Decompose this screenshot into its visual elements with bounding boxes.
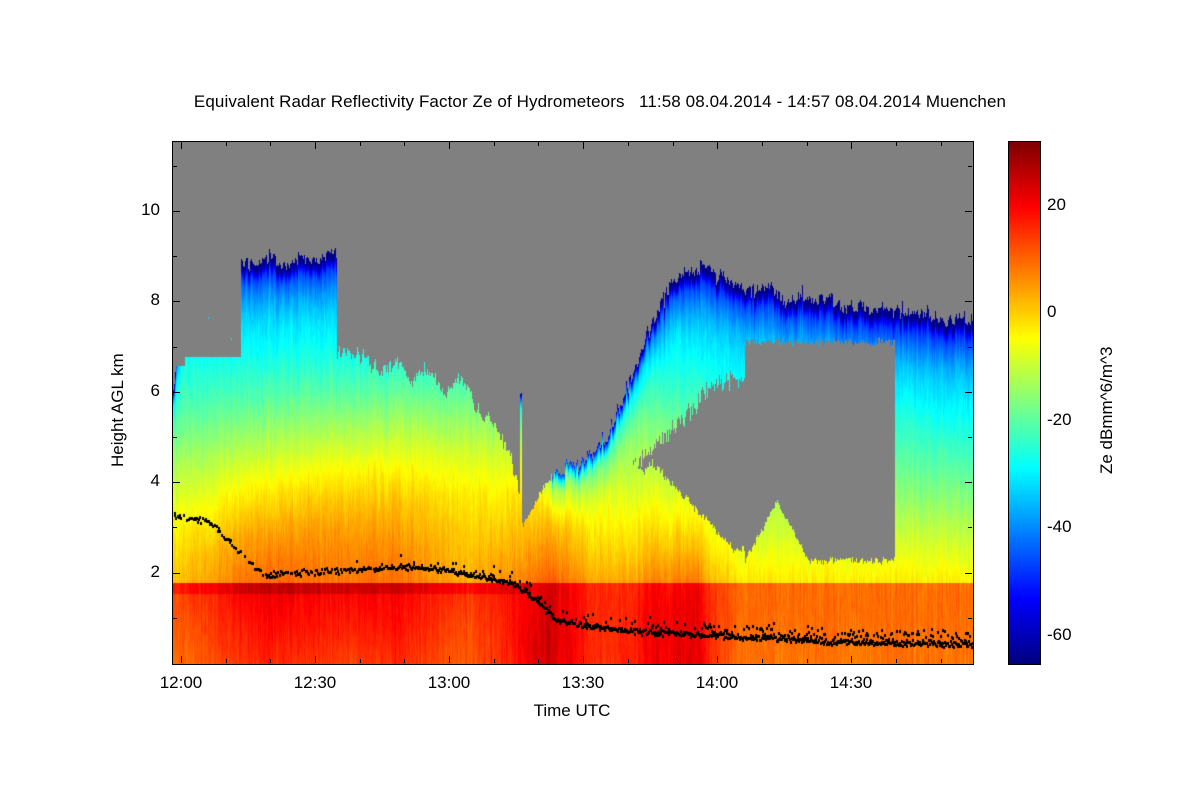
x-axis-minor-tick bbox=[360, 659, 361, 663]
colorbar-title: Ze dBmm^6/m^3 bbox=[1097, 346, 1116, 474]
x-axis-minor-tick bbox=[404, 659, 405, 663]
x-axis-minor-tick bbox=[673, 142, 674, 146]
x-axis-minor-tick bbox=[494, 659, 495, 663]
x-axis-minor-tick bbox=[673, 659, 674, 663]
x-axis-tick-label: 14:00 bbox=[695, 673, 739, 692]
y-axis-tick bbox=[173, 392, 180, 393]
x-axis-tick bbox=[449, 656, 450, 663]
y-axis-tick bbox=[173, 482, 180, 483]
x-axis-minor-tick bbox=[628, 659, 629, 663]
y-axis-tick bbox=[965, 211, 972, 212]
x-axis-tick bbox=[181, 142, 182, 149]
x-axis-tick bbox=[449, 142, 450, 149]
y-axis-minor-tick bbox=[173, 347, 177, 348]
y-axis-minor-tick bbox=[968, 166, 972, 167]
y-axis-minor-tick bbox=[968, 527, 972, 528]
x-axis-title: Time UTC bbox=[533, 701, 611, 720]
colorbar-tick-label: -20 bbox=[1047, 410, 1072, 429]
colorbar-tick-label: 20 bbox=[1047, 195, 1066, 214]
x-axis-minor-tick bbox=[896, 142, 897, 146]
x-axis-minor-tick bbox=[270, 142, 271, 146]
x-axis-minor-tick bbox=[762, 142, 763, 146]
x-axis-minor-tick bbox=[270, 659, 271, 663]
colorbar-gradient bbox=[1009, 142, 1040, 664]
y-axis-title: Height AGL km bbox=[108, 353, 127, 467]
x-axis-tick bbox=[851, 142, 852, 149]
y-axis-tick-label: 2 bbox=[150, 562, 160, 581]
x-axis-tick bbox=[583, 656, 584, 663]
x-axis-minor-tick bbox=[896, 659, 897, 663]
x-axis-tick-label: 13:30 bbox=[561, 673, 605, 692]
y-axis-minor-tick bbox=[173, 437, 177, 438]
y-axis-tick-label: 10 bbox=[141, 200, 160, 219]
x-axis-minor-tick bbox=[360, 142, 361, 146]
y-axis-tick bbox=[965, 392, 972, 393]
x-axis-tick-label: 13:00 bbox=[427, 673, 471, 692]
colorbar-tick-label: 0 bbox=[1047, 302, 1057, 321]
y-axis-tick bbox=[173, 301, 180, 302]
x-axis-minor-tick bbox=[941, 142, 942, 146]
x-axis-minor-tick bbox=[226, 659, 227, 663]
x-axis-tick bbox=[315, 142, 316, 149]
y-axis-tick-label: 6 bbox=[150, 381, 160, 400]
x-axis-tick-label: 12:30 bbox=[293, 673, 337, 692]
x-axis-tick bbox=[717, 142, 718, 149]
x-axis-minor-tick bbox=[494, 142, 495, 146]
x-axis-tick-label: 12:00 bbox=[159, 673, 203, 692]
x-axis-tick-label: 14:30 bbox=[829, 673, 873, 692]
y-axis-minor-tick bbox=[173, 527, 177, 528]
y-axis-minor-tick bbox=[173, 618, 177, 619]
y-axis-tick bbox=[965, 482, 972, 483]
y-axis-minor-tick bbox=[968, 437, 972, 438]
y-axis-minor-tick bbox=[173, 256, 177, 257]
x-axis-minor-tick bbox=[538, 659, 539, 663]
colorbar-tick-label: -40 bbox=[1047, 517, 1072, 536]
x-axis-minor-tick bbox=[628, 142, 629, 146]
y-axis-minor-tick bbox=[968, 618, 972, 619]
radar-plot-area bbox=[172, 141, 974, 665]
radar-reflectivity-heatmap bbox=[173, 142, 973, 664]
x-axis-tick bbox=[315, 656, 316, 663]
x-axis-minor-tick bbox=[226, 142, 227, 146]
x-axis-tick bbox=[583, 142, 584, 149]
colorbar bbox=[1008, 141, 1041, 665]
y-axis-tick bbox=[965, 573, 972, 574]
x-axis-tick bbox=[851, 656, 852, 663]
x-axis-minor-tick bbox=[941, 659, 942, 663]
y-axis-tick-label: 4 bbox=[150, 471, 160, 490]
y-axis-minor-tick bbox=[968, 256, 972, 257]
x-axis-minor-tick bbox=[762, 659, 763, 663]
x-axis-tick bbox=[181, 656, 182, 663]
x-axis-minor-tick bbox=[404, 142, 405, 146]
colorbar-tick-label: -60 bbox=[1047, 625, 1072, 644]
y-axis-tick-label: 8 bbox=[150, 290, 160, 309]
y-axis-tick bbox=[965, 301, 972, 302]
y-axis-tick bbox=[173, 573, 180, 574]
y-axis-tick bbox=[173, 211, 180, 212]
x-axis-tick bbox=[717, 656, 718, 663]
x-axis-minor-tick bbox=[807, 659, 808, 663]
chart-title: Equivalent Radar Reflectivity Factor Ze … bbox=[193, 92, 1007, 111]
x-axis-minor-tick bbox=[807, 142, 808, 146]
x-axis-minor-tick bbox=[538, 142, 539, 146]
y-axis-minor-tick bbox=[173, 166, 177, 167]
y-axis-minor-tick bbox=[968, 347, 972, 348]
